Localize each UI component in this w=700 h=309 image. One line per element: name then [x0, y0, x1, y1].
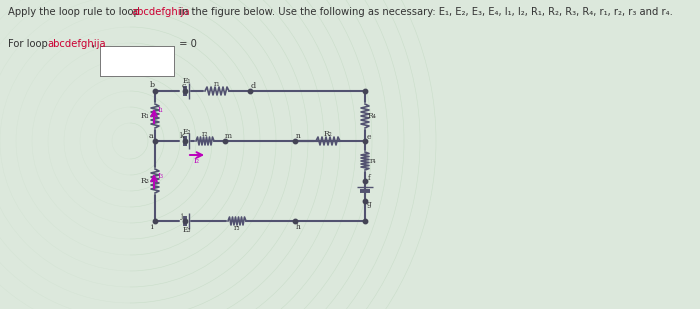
Text: m: m [225, 132, 232, 140]
Text: k: k [180, 132, 184, 140]
Text: r₄: r₄ [370, 157, 377, 165]
Text: in the figure below. Use the following as necessary: E₁, E₂, E₃, E₄, I₁, I₂, R₁,: in the figure below. Use the following a… [176, 7, 673, 17]
Text: g: g [367, 200, 372, 208]
Text: R₄: R₄ [368, 112, 377, 120]
Text: i: i [150, 223, 153, 231]
Text: E₂: E₂ [183, 128, 191, 136]
Text: c: c [182, 82, 186, 90]
Text: E₁: E₁ [183, 77, 191, 85]
Text: abcdefghija: abcdefghija [131, 7, 190, 17]
Text: R₁: R₁ [141, 112, 149, 120]
Text: f: f [368, 174, 370, 182]
Text: b: b [149, 81, 155, 89]
Text: For loop: For loop [8, 39, 51, 49]
Text: e: e [367, 133, 371, 141]
Text: j: j [181, 212, 183, 220]
Text: h: h [295, 223, 300, 231]
Text: a: a [148, 132, 153, 140]
Text: I₂: I₂ [194, 157, 200, 165]
Text: r₁: r₁ [214, 80, 220, 88]
Text: R₂: R₂ [323, 130, 332, 138]
Text: I₁: I₁ [158, 106, 164, 114]
Text: R₃: R₃ [141, 177, 149, 185]
Text: abcdefghija: abcdefghija [47, 39, 106, 49]
Text: n: n [295, 132, 300, 140]
Text: E₃: E₃ [183, 226, 191, 234]
Text: I₃: I₃ [158, 172, 164, 180]
Text: d: d [251, 82, 256, 90]
Text: r₂: r₂ [202, 130, 209, 138]
Text: ,: , [91, 39, 94, 49]
Text: Apply the loop rule to loop: Apply the loop rule to loop [8, 7, 144, 17]
Text: = 0: = 0 [176, 39, 197, 49]
Text: r₃: r₃ [234, 224, 240, 232]
